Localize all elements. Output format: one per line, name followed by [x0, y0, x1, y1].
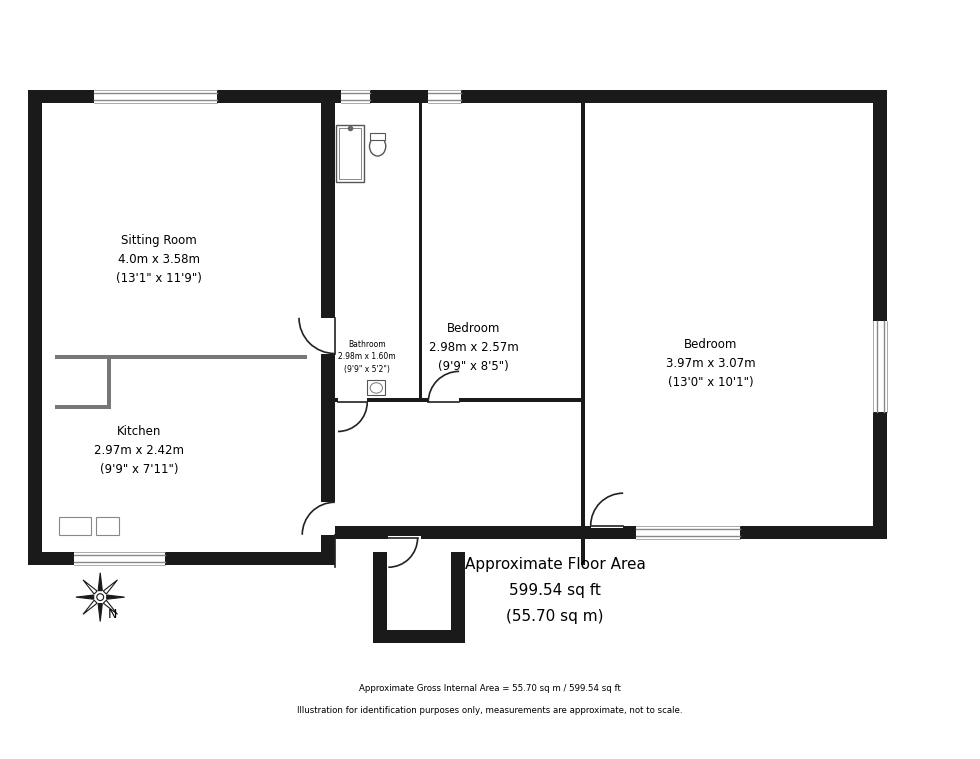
Bar — [338, 398, 368, 403]
Bar — [428, 396, 460, 405]
Bar — [636, 525, 740, 540]
Bar — [387, 552, 437, 616]
Bar — [581, 90, 585, 526]
Polygon shape — [98, 603, 102, 622]
Text: Illustration for identification purposes only, measurements are approximate, not: Illustration for identification purposes… — [297, 707, 683, 715]
Bar — [368, 380, 385, 395]
Bar — [341, 89, 370, 104]
Bar — [94, 89, 218, 104]
Bar — [320, 502, 335, 535]
Bar — [428, 89, 461, 104]
Polygon shape — [107, 595, 124, 600]
Bar — [422, 117, 577, 398]
Text: N: N — [108, 609, 118, 622]
Bar — [388, 536, 420, 553]
Bar — [321, 90, 335, 357]
Bar — [418, 90, 422, 402]
Bar — [418, 398, 585, 402]
Text: Sitting Room
4.0m x 3.58m
(13'1" x 11'9"): Sitting Room 4.0m x 3.58m (13'1" x 11'9"… — [116, 234, 202, 285]
Text: Approximate Floor Area: Approximate Floor Area — [465, 557, 646, 572]
Bar — [338, 396, 368, 405]
Bar — [373, 630, 465, 643]
Bar — [321, 90, 887, 103]
Bar — [321, 357, 335, 565]
Polygon shape — [83, 580, 97, 594]
Text: Bathroom
2.98m x 1.60m
(9'9" x 5'2"): Bathroom 2.98m x 1.60m (9'9" x 5'2") — [338, 340, 395, 373]
Polygon shape — [83, 600, 97, 614]
Bar — [339, 128, 362, 179]
Bar — [451, 552, 465, 630]
Bar — [59, 517, 91, 535]
Text: 599.54 sq ft: 599.54 sq ft — [509, 583, 601, 598]
Bar — [581, 398, 585, 565]
Polygon shape — [75, 595, 94, 600]
Text: Approximate Gross Internal Area = 55.70 sq m / 599.54 sq ft: Approximate Gross Internal Area = 55.70 … — [359, 684, 621, 692]
Bar — [585, 117, 859, 512]
Bar — [335, 398, 418, 402]
Bar — [56, 117, 308, 357]
Bar — [28, 90, 42, 552]
Bar — [335, 526, 887, 540]
Text: Bedroom
2.98m x 2.57m
(9'9" x 8'5"): Bedroom 2.98m x 2.57m (9'9" x 8'5") — [429, 322, 518, 373]
Bar — [335, 117, 415, 398]
Bar — [56, 357, 308, 538]
Ellipse shape — [370, 383, 382, 393]
Bar — [591, 520, 623, 528]
Bar — [74, 551, 166, 566]
Bar — [370, 133, 385, 140]
Bar — [335, 402, 577, 538]
Bar — [56, 405, 107, 409]
Ellipse shape — [369, 137, 386, 156]
Polygon shape — [103, 600, 118, 614]
Bar — [872, 321, 888, 412]
Bar — [28, 552, 321, 565]
Bar — [373, 552, 387, 630]
Bar — [96, 517, 119, 535]
Polygon shape — [103, 580, 118, 594]
Bar — [107, 357, 111, 409]
Bar — [873, 90, 887, 526]
Bar — [320, 318, 335, 354]
Text: Kitchen
2.97m x 2.42m
(9'9" x 7'11"): Kitchen 2.97m x 2.42m (9'9" x 7'11") — [94, 426, 184, 477]
Text: (55.70 sq m): (55.70 sq m) — [507, 609, 604, 624]
Bar — [56, 354, 308, 359]
Bar — [42, 90, 321, 103]
Bar — [336, 125, 364, 182]
Polygon shape — [98, 573, 102, 591]
Circle shape — [97, 594, 104, 600]
Text: Bedroom
3.97m x 3.07m
(13'0" x 10'1"): Bedroom 3.97m x 3.07m (13'0" x 10'1") — [666, 338, 756, 389]
